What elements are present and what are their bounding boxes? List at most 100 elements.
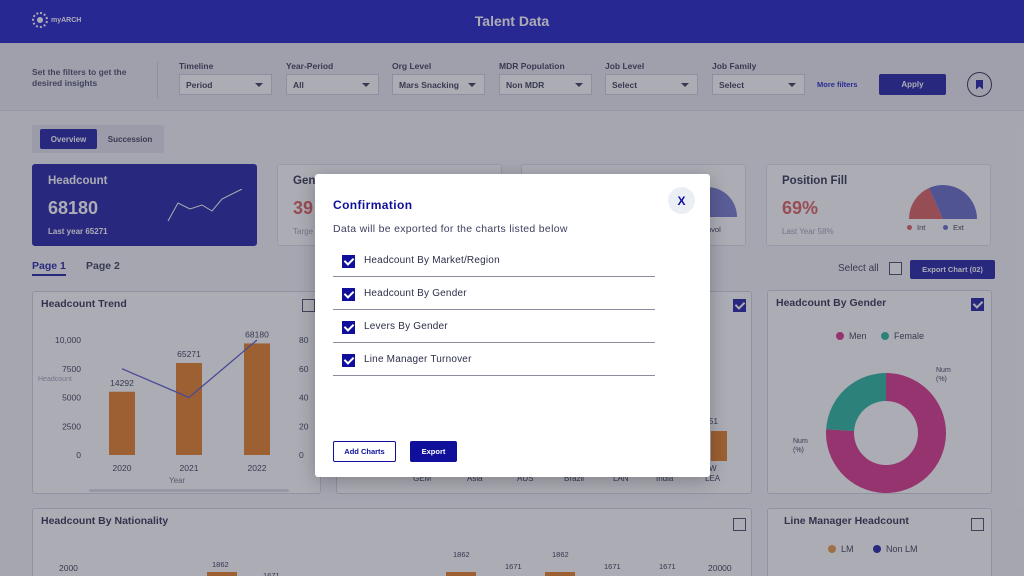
tab-page-1[interactable]: Page 1: [32, 260, 66, 276]
chart-bar: [244, 343, 270, 455]
item-checkbox[interactable]: [342, 321, 355, 334]
kpi-title: Headcount: [48, 175, 108, 187]
x-tick-label: W: [709, 464, 717, 473]
kpi-title: Position Fill: [782, 175, 848, 187]
item-checkbox[interactable]: [342, 255, 355, 268]
x-tick-label: 2022: [248, 463, 267, 473]
item-label: Levers By Gender: [364, 321, 448, 332]
y-tick-label: 20000: [708, 563, 732, 573]
sparkline: [167, 189, 243, 222]
close-icon[interactable]: X: [668, 187, 695, 214]
job-level-select[interactable]: Select: [605, 74, 698, 95]
headcount-trend-chart: 0 2500 5000 7500 10,000 0 20 40 60 80 14292 2020 652…: [55, 329, 309, 473]
kpi-headcount[interactable]: Headcount 68180 Last year 65271: [32, 164, 257, 246]
card-checkbox[interactable]: [733, 299, 746, 312]
chevron-down-icon: [575, 83, 583, 87]
card-headcount-by-nationality: Headcount By Nationality 2000 1862 1671 …: [32, 508, 752, 576]
filter-timeline: Timeline Period: [179, 61, 272, 95]
trend-line: [121, 339, 258, 399]
x-tick-label: Asia: [467, 474, 483, 483]
mdr-population-select[interactable]: Non MDR: [499, 74, 592, 95]
divider: [157, 62, 158, 98]
export-list-item: Levers By Gender: [333, 310, 655, 343]
job-family-select[interactable]: Select: [712, 74, 805, 95]
bar-data-label: 51: [709, 417, 718, 426]
kpi-sub: Last Year 58%: [782, 227, 834, 236]
page-title: Talent Data: [474, 13, 550, 29]
y-tick-label: 2000: [59, 563, 78, 573]
card-title: Headcount By Gender: [776, 297, 887, 309]
add-charts-button[interactable]: Add Charts: [333, 441, 396, 462]
filter-label: MDR Population: [499, 61, 565, 71]
card-headcount-by-gender: Headcount By Gender Men Female Num (%) N…: [767, 290, 992, 494]
filter-label: Year-Period: [286, 61, 334, 71]
chart-bar: [176, 363, 202, 455]
export-chart-button[interactable]: Export Chart (02): [910, 260, 995, 279]
bar-data-label: 68180: [245, 329, 269, 339]
headcount-gender-donut: [826, 373, 946, 493]
chart-bar: [545, 572, 575, 576]
apply-button[interactable]: Apply: [879, 74, 946, 95]
year-period-select[interactable]: All: [286, 74, 379, 95]
bar-data-label: 1862: [552, 550, 569, 559]
chart-bar: [207, 572, 237, 576]
legend-dot: [881, 332, 889, 340]
card-checkbox[interactable]: [733, 518, 746, 531]
card-title: Headcount Trend: [41, 298, 127, 310]
chevron-down-icon: [468, 83, 476, 87]
logo[interactable]: myARCH: [32, 12, 81, 28]
kpi-value: 68180: [48, 198, 99, 218]
logo-icon: [32, 12, 48, 28]
legend-lm: LM: [828, 544, 854, 554]
kpi-value: 39: [293, 198, 314, 218]
pie-slice: [826, 373, 946, 493]
card-checkbox[interactable]: [971, 518, 984, 531]
card-line-manager-headcount: Line Manager Headcount LM Non LM: [767, 508, 992, 576]
bar-data-label: 65271: [177, 349, 201, 359]
item-checkbox[interactable]: [342, 354, 355, 367]
bar-data-label: 1671: [659, 562, 676, 571]
y-tick-label: 2500: [62, 421, 81, 431]
kpi-position-fill[interactable]: Position Fill 69% Last Year 58% Int Ext: [766, 164, 991, 246]
y-tick-label-right: 80: [299, 335, 309, 345]
x-tick-label: India: [656, 474, 674, 483]
kpi-title: Gen: [293, 175, 316, 187]
filter-mdr-population: MDR Population Non MDR: [499, 61, 592, 95]
filter-org-level: Org Level Mars Snacking: [392, 61, 485, 95]
y-tick-label: 0: [76, 450, 81, 460]
legend-dot: [943, 225, 948, 230]
scrollbar[interactable]: [89, 489, 289, 492]
legend-dot: [907, 225, 912, 230]
bookmark-button[interactable]: [967, 72, 992, 97]
select-all-checkbox[interactable]: [889, 262, 902, 275]
org-level-select[interactable]: Mars Snacking: [392, 74, 485, 95]
chevron-down-icon: [788, 83, 796, 87]
confirmation-dialog: Confirmation X Data will be exported for…: [315, 174, 710, 477]
legend-non-lm: Non LM: [873, 544, 918, 554]
y-tick-label: 5000: [62, 393, 81, 403]
tab-overview[interactable]: Overview: [40, 129, 97, 149]
item-label: Line Manager Turnover: [364, 354, 472, 365]
legend-int: Int: [907, 223, 925, 232]
item-checkbox[interactable]: [342, 288, 355, 301]
card-checkbox[interactable]: [302, 299, 315, 312]
top-bar: [0, 0, 1024, 43]
x-tick-label: LEA: [705, 474, 721, 483]
export-button[interactable]: Export: [410, 441, 457, 462]
tab-page-2[interactable]: Page 2: [86, 260, 120, 272]
more-filters-link[interactable]: More filters: [817, 80, 858, 89]
kpi-sub: Last year 65271: [48, 227, 108, 236]
y-tick-label: 10,000: [55, 335, 81, 345]
select-all-label: Select all: [838, 263, 879, 274]
card-checkbox[interactable]: [971, 298, 984, 311]
legend-label: nvol: [707, 225, 721, 234]
chevron-down-icon: [255, 83, 263, 87]
tab-succession[interactable]: Succession: [107, 134, 153, 144]
chart-bar: [446, 572, 476, 576]
bar-data-label: 1671: [505, 562, 522, 571]
pie-slice: [826, 373, 886, 431]
bar-data-label: 1671: [604, 562, 621, 571]
x-tick-label: GEM: [413, 474, 432, 483]
filter-label: Timeline: [179, 61, 214, 71]
timeline-select[interactable]: Period: [179, 74, 272, 95]
